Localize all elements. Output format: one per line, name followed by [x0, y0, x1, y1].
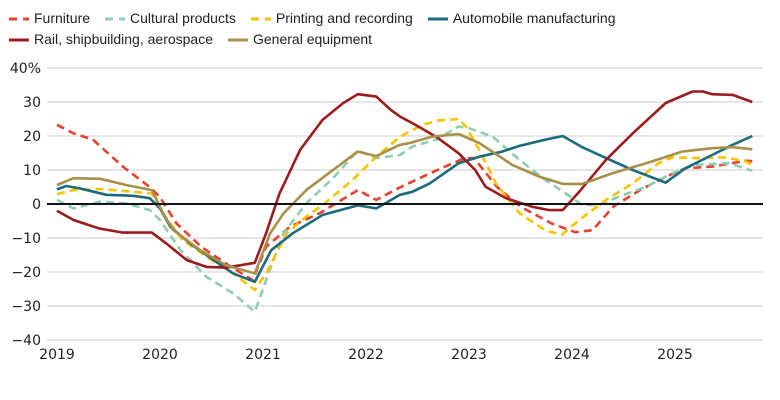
- legend-label: Furniture: [34, 10, 91, 26]
- legend-label: Rail, shipbuilding, aerospace: [34, 31, 213, 47]
- legend-swatch-icon: [250, 17, 271, 21]
- x-tick-label: 2021: [245, 347, 281, 363]
- legend-swatch-icon: [105, 17, 126, 21]
- y-tick-label: −10: [11, 231, 41, 247]
- x-tick-label: 2025: [657, 347, 693, 363]
- series-line-cultural-products: [56, 125, 753, 314]
- y-tick-label: 30: [23, 95, 41, 111]
- legend-item: Furniture: [8, 8, 90, 29]
- legend: Furniture Cultural products Printing and r…: [8, 8, 708, 50]
- legend-swatch-icon: [9, 38, 29, 42]
- legend-item: Cultural products: [104, 8, 236, 29]
- y-tick-label: 10: [23, 163, 41, 179]
- y-tick-label: −40: [11, 333, 41, 349]
- y-tick-label: 20: [23, 129, 41, 145]
- series-line-general-equipment: [56, 132, 753, 275]
- legend-swatch-icon: [9, 17, 29, 21]
- y-tick-label: −20: [11, 265, 41, 281]
- series-line-furniture: [56, 123, 753, 282]
- legend-label: Printing and recording: [275, 10, 413, 26]
- x-tick-label: 2020: [142, 347, 178, 363]
- legend-item: Rail, shipbuilding, aerospace: [8, 29, 213, 50]
- legend-label: Cultural products: [130, 10, 236, 26]
- legend-swatch-icon: [228, 38, 248, 42]
- legend-item: General equipment: [227, 29, 372, 50]
- y-tick-label: 40%: [10, 61, 41, 77]
- legend-item: Printing and recording: [250, 8, 413, 29]
- x-tick-label: 2024: [554, 347, 590, 363]
- legend-item: Automobile manufacturing: [427, 8, 616, 29]
- legend-swatch-icon: [427, 17, 448, 21]
- y-tick-label: −30: [11, 299, 41, 315]
- legend-label: Automobile manufacturing: [452, 10, 616, 26]
- y-tick-label: 0: [32, 197, 41, 213]
- x-tick-label: 2019: [39, 347, 75, 363]
- x-tick-label: 2023: [451, 347, 487, 363]
- x-tick-label: 2022: [348, 347, 384, 363]
- series-line-rail-shipbuilding-aerospace: [56, 90, 753, 269]
- legend-label: General equipment: [253, 31, 373, 47]
